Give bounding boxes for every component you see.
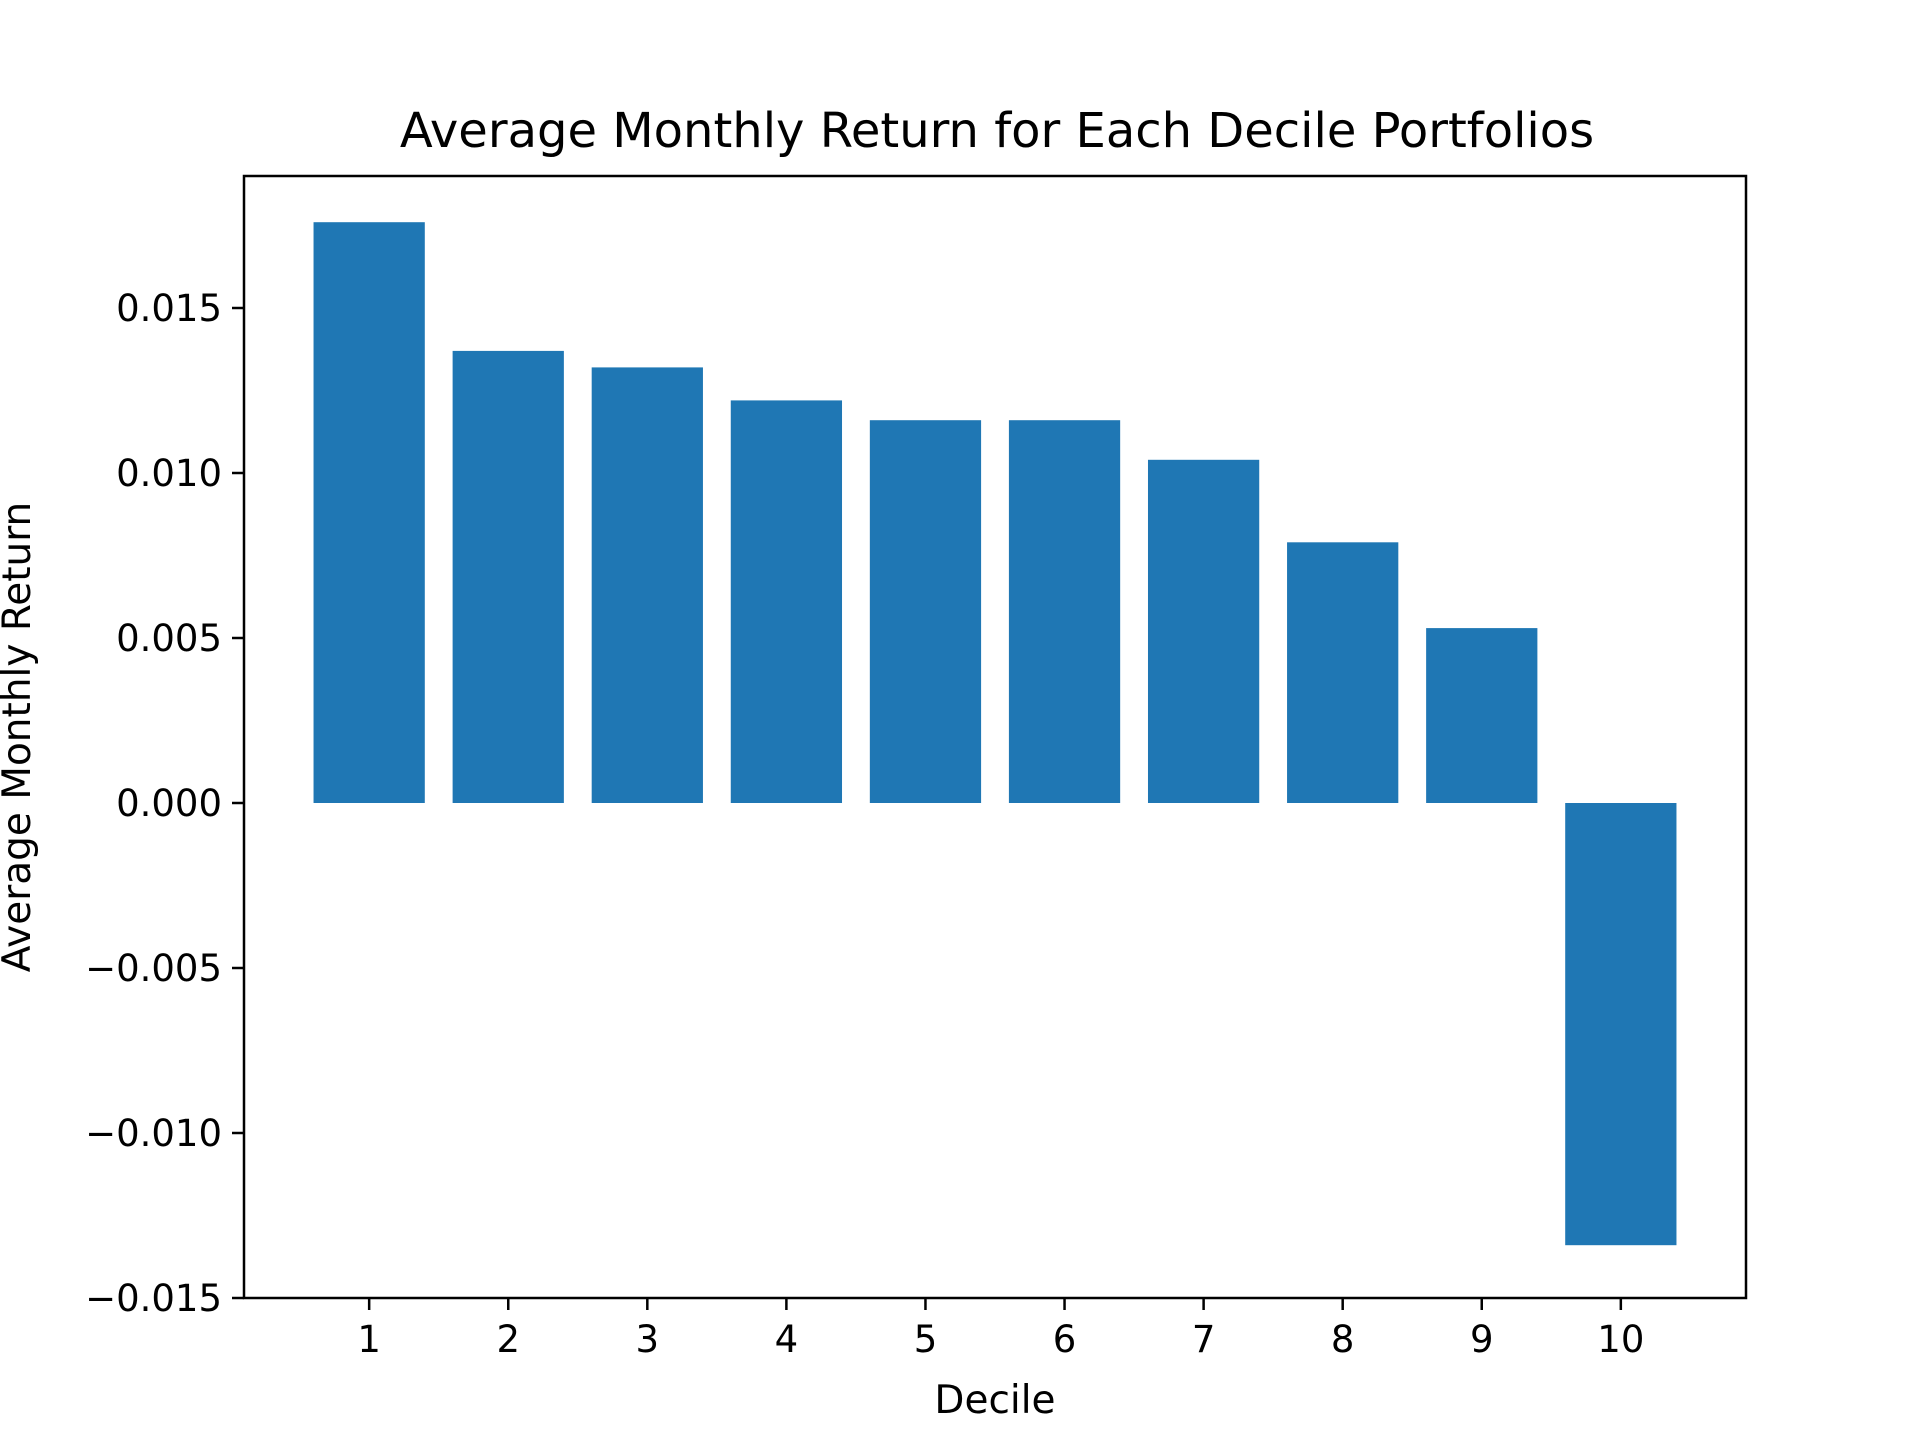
y-tick-label: 0.010 xyxy=(116,452,222,495)
x-tick-label: 5 xyxy=(914,1318,938,1361)
y-tick-label: 0.005 xyxy=(116,617,222,660)
bar-decile-5 xyxy=(869,420,982,803)
bar-decile-6 xyxy=(1008,420,1121,803)
plot-area-frame xyxy=(242,174,1748,1300)
x-tick-label: 7 xyxy=(1192,1318,1216,1361)
x-tick-label: 10 xyxy=(1597,1318,1644,1361)
bars-group xyxy=(313,222,1677,1246)
bar-decile-7 xyxy=(1147,459,1260,803)
x-tick-label: 1 xyxy=(357,1318,381,1361)
x-tick-label: 3 xyxy=(636,1318,660,1361)
y-tick-label: 0.000 xyxy=(116,782,222,825)
bar-decile-2 xyxy=(452,350,564,803)
x-tick-label: 6 xyxy=(1053,1318,1077,1361)
bar-decile-4 xyxy=(730,400,843,803)
y-axis-ticks: −0.015 −0.010 −0.005 0.000 0.005 0.010 0.015 xyxy=(85,287,244,1320)
x-tick-label: 2 xyxy=(496,1318,520,1361)
bar-decile-9 xyxy=(1426,628,1538,803)
x-tick-label: 8 xyxy=(1331,1318,1355,1361)
bar-decile-8 xyxy=(1287,542,1399,803)
y-tick-label: −0.010 xyxy=(85,1112,222,1155)
x-tick-label: 9 xyxy=(1470,1318,1494,1361)
bar-decile-10 xyxy=(1565,803,1677,1246)
bar-decile-3 xyxy=(591,367,703,803)
y-tick-label: 0.015 xyxy=(116,287,222,330)
y-axis-label: Average Monthly Return xyxy=(0,502,40,973)
y-tick-label: −0.015 xyxy=(85,1277,222,1320)
y-tick-label: −0.005 xyxy=(85,947,222,990)
x-tick-label: 4 xyxy=(775,1318,799,1361)
bar-decile-1 xyxy=(313,222,425,803)
x-axis-label: Decile xyxy=(934,1378,1055,1423)
x-axis-ticks: 1 2 3 4 5 6 7 8 9 10 xyxy=(357,1298,1644,1361)
chart-title: Average Monthly Return for Each Decile P… xyxy=(400,103,1594,159)
